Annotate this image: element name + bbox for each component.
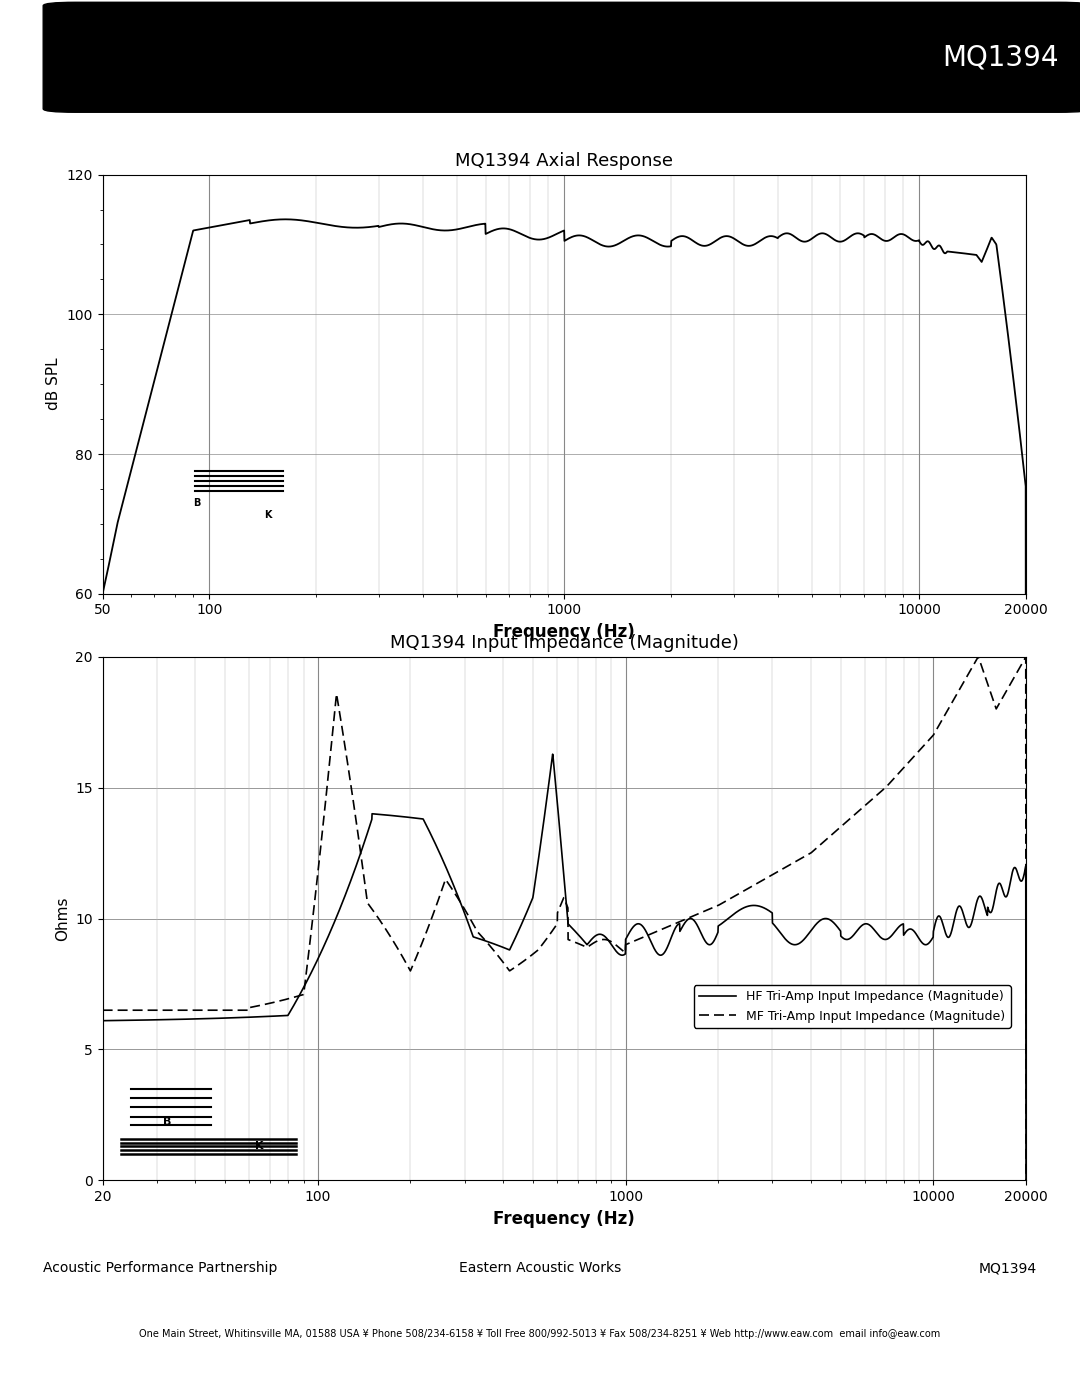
HF Tri-Amp Input Impedance (Magnitude) [535, 831, 548, 848]
Text: K: K [255, 1141, 264, 1151]
Text: One Main Street, Whitinsville MA, 01588 USA ¥ Phone 508/234-6158 ¥ Toll Free 800: One Main Street, Whitinsville MA, 01588 … [139, 1329, 941, 1340]
MF Tri-Amp Input Impedance (Magnitude) [972, 648, 985, 665]
Text: MQ1394: MQ1394 [942, 43, 1058, 71]
MF Tri-Amp Input Impedance (Magnitude) [484, 939, 497, 956]
MF Tri-Amp Input Impedance (Magnitude) [767, 866, 780, 883]
Text: B: B [163, 1118, 171, 1127]
Legend: HF Tri-Amp Input Impedance (Magnitude), MF Tri-Amp Input Impedance (Magnitude): HF Tri-Amp Input Impedance (Magnitude), … [693, 985, 1011, 1028]
Line: MF Tri-Amp Input Impedance (Magnitude): MF Tri-Amp Input Impedance (Magnitude) [103, 657, 1026, 1180]
HF Tri-Amp Input Impedance (Magnitude) [491, 937, 504, 954]
MF Tri-Amp Input Impedance (Magnitude) [491, 947, 504, 964]
Y-axis label: dB SPL: dB SPL [46, 358, 60, 411]
X-axis label: Frequency (Hz): Frequency (Hz) [494, 1210, 635, 1228]
Title: MQ1394 Input Impedance (Magnitude): MQ1394 Input Impedance (Magnitude) [390, 634, 739, 652]
Text: K: K [265, 510, 272, 520]
MF Tri-Amp Input Impedance (Magnitude) [1020, 1172, 1032, 1189]
HF Tri-Amp Input Impedance (Magnitude) [945, 922, 958, 939]
Title: MQ1394 Axial Response: MQ1394 Axial Response [456, 152, 673, 170]
MF Tri-Amp Input Impedance (Magnitude) [945, 694, 958, 711]
Y-axis label: Ohms: Ohms [55, 897, 70, 940]
Line: HF Tri-Amp Input Impedance (Magnitude): HF Tri-Amp Input Impedance (Magnitude) [103, 754, 1026, 1180]
FancyBboxPatch shape [43, 3, 1080, 112]
Text: MQ1394: MQ1394 [978, 1261, 1037, 1275]
MF Tri-Amp Input Impedance (Magnitude) [535, 937, 548, 954]
X-axis label: Frequency (Hz): Frequency (Hz) [494, 623, 635, 641]
MF Tri-Amp Input Impedance (Magnitude) [96, 1002, 109, 1018]
HF Tri-Amp Input Impedance (Magnitude) [546, 746, 559, 763]
HF Tri-Amp Input Impedance (Magnitude) [991, 877, 1004, 894]
Text: Acoustic Performance Partnership: Acoustic Performance Partnership [43, 1261, 278, 1275]
HF Tri-Amp Input Impedance (Magnitude) [484, 935, 497, 951]
MF Tri-Amp Input Impedance (Magnitude) [991, 697, 1004, 714]
HF Tri-Amp Input Impedance (Magnitude) [1020, 1172, 1032, 1189]
HF Tri-Amp Input Impedance (Magnitude) [767, 916, 780, 933]
Text: B: B [193, 497, 201, 507]
Text: Eastern Acoustic Works: Eastern Acoustic Works [459, 1261, 621, 1275]
HF Tri-Amp Input Impedance (Magnitude) [96, 1013, 109, 1030]
